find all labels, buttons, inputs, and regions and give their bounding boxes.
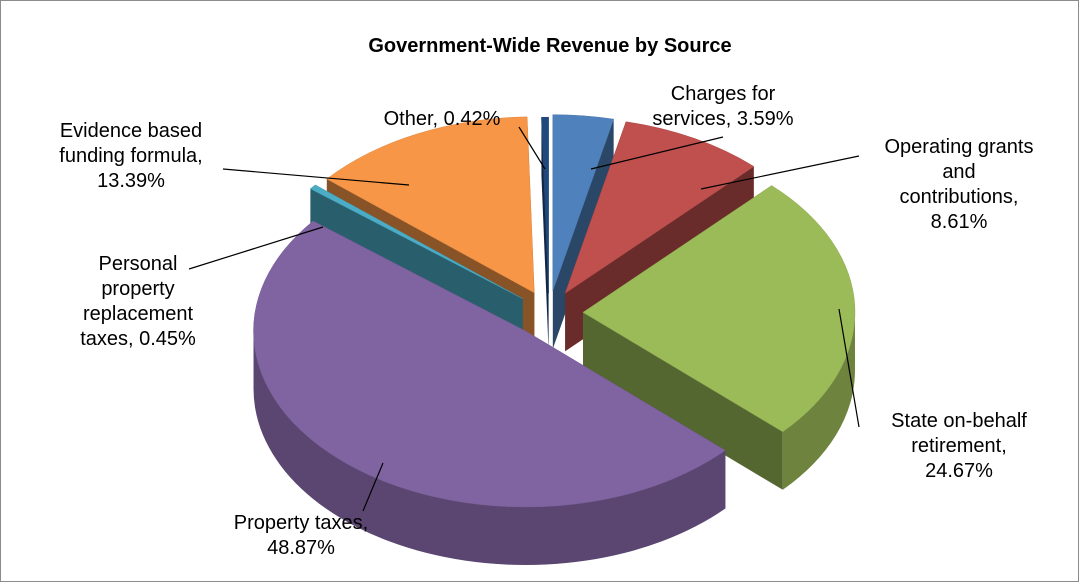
data-label-operating-grants-and-contributions: Operating grants and contributions, 8.61% [885, 136, 1034, 233]
data-label-line: funding formula, [59, 145, 202, 167]
data-label-line: Property taxes, [234, 512, 369, 534]
data-label-property-taxes: Property taxes, 48.87% [234, 512, 369, 559]
data-label-state-on-behalf-retirement: State on-behalf retirement, 24.67% [891, 410, 1027, 482]
data-label-line: Personal [99, 253, 178, 275]
slice-personal-property-replacement-taxes [309, 184, 523, 299]
slice-side-other [541, 117, 549, 352]
data-label-line: Evidence based [60, 120, 202, 142]
leader-line-property-taxes [362, 462, 384, 512]
data-label-line: Operating grants [885, 136, 1034, 158]
data-label-other: Other, 0.42% [384, 108, 501, 130]
leader-line-personal-property-replacement-taxes [188, 226, 324, 270]
data-label-line: and [942, 161, 975, 183]
slice-state-on-behalf-retirement [582, 185, 856, 433]
leader-line-charges-for-services [590, 136, 724, 170]
leader-lines [188, 126, 860, 512]
data-label-line: Charges for [671, 83, 776, 105]
data-label-charges-for-services: Charges for services, 3.59% [652, 83, 793, 130]
data-label-line: services, 3.59% [652, 108, 793, 130]
data-label-line: 48.87% [267, 537, 335, 559]
slice-evidence-based-funding-formula [326, 116, 535, 294]
data-label-line: State on-behalf [891, 410, 1027, 432]
slice-other [541, 116, 549, 294]
slice-rim [253, 331, 726, 566]
slice-wall [541, 117, 549, 352]
data-label-line: contributions, [900, 186, 1019, 208]
data-label-line: Other, 0.42% [384, 108, 501, 130]
data-label-evidence-based-funding-formula: Evidence based funding formula, 13.39% [59, 120, 202, 192]
leader-line-state-on-behalf-retirement [838, 308, 860, 428]
slice-property-taxes [253, 220, 726, 508]
leader-line-other [518, 126, 546, 170]
slice-charges-for-services [552, 114, 614, 291]
data-label-line: 13.39% [97, 170, 165, 192]
data-label-line: 24.67% [925, 460, 993, 482]
slice-rim [782, 312, 855, 490]
chart-title: Government-Wide Revenue by Source [368, 35, 731, 57]
slice-operating-grants-and-contributions [564, 121, 755, 294]
data-label-line: 8.61% [931, 211, 988, 233]
slice-wall [582, 312, 783, 490]
leader-line-operating-grants-and-contributions [700, 155, 860, 190]
data-label-line: taxes, 0.45% [80, 328, 196, 350]
leader-line-evidence-based-funding-formula [222, 168, 410, 186]
data-label-line: property [101, 278, 174, 300]
data-label-line: replacement [83, 303, 194, 325]
data-label-personal-property-replacement-taxes: Personal property replacement taxes, 0.45% [80, 253, 196, 350]
slice-tops [253, 114, 856, 508]
data-label-line: retirement, [911, 435, 1007, 457]
data-labels: Charges for services, 3.59% Operating gran… [59, 83, 1033, 559]
